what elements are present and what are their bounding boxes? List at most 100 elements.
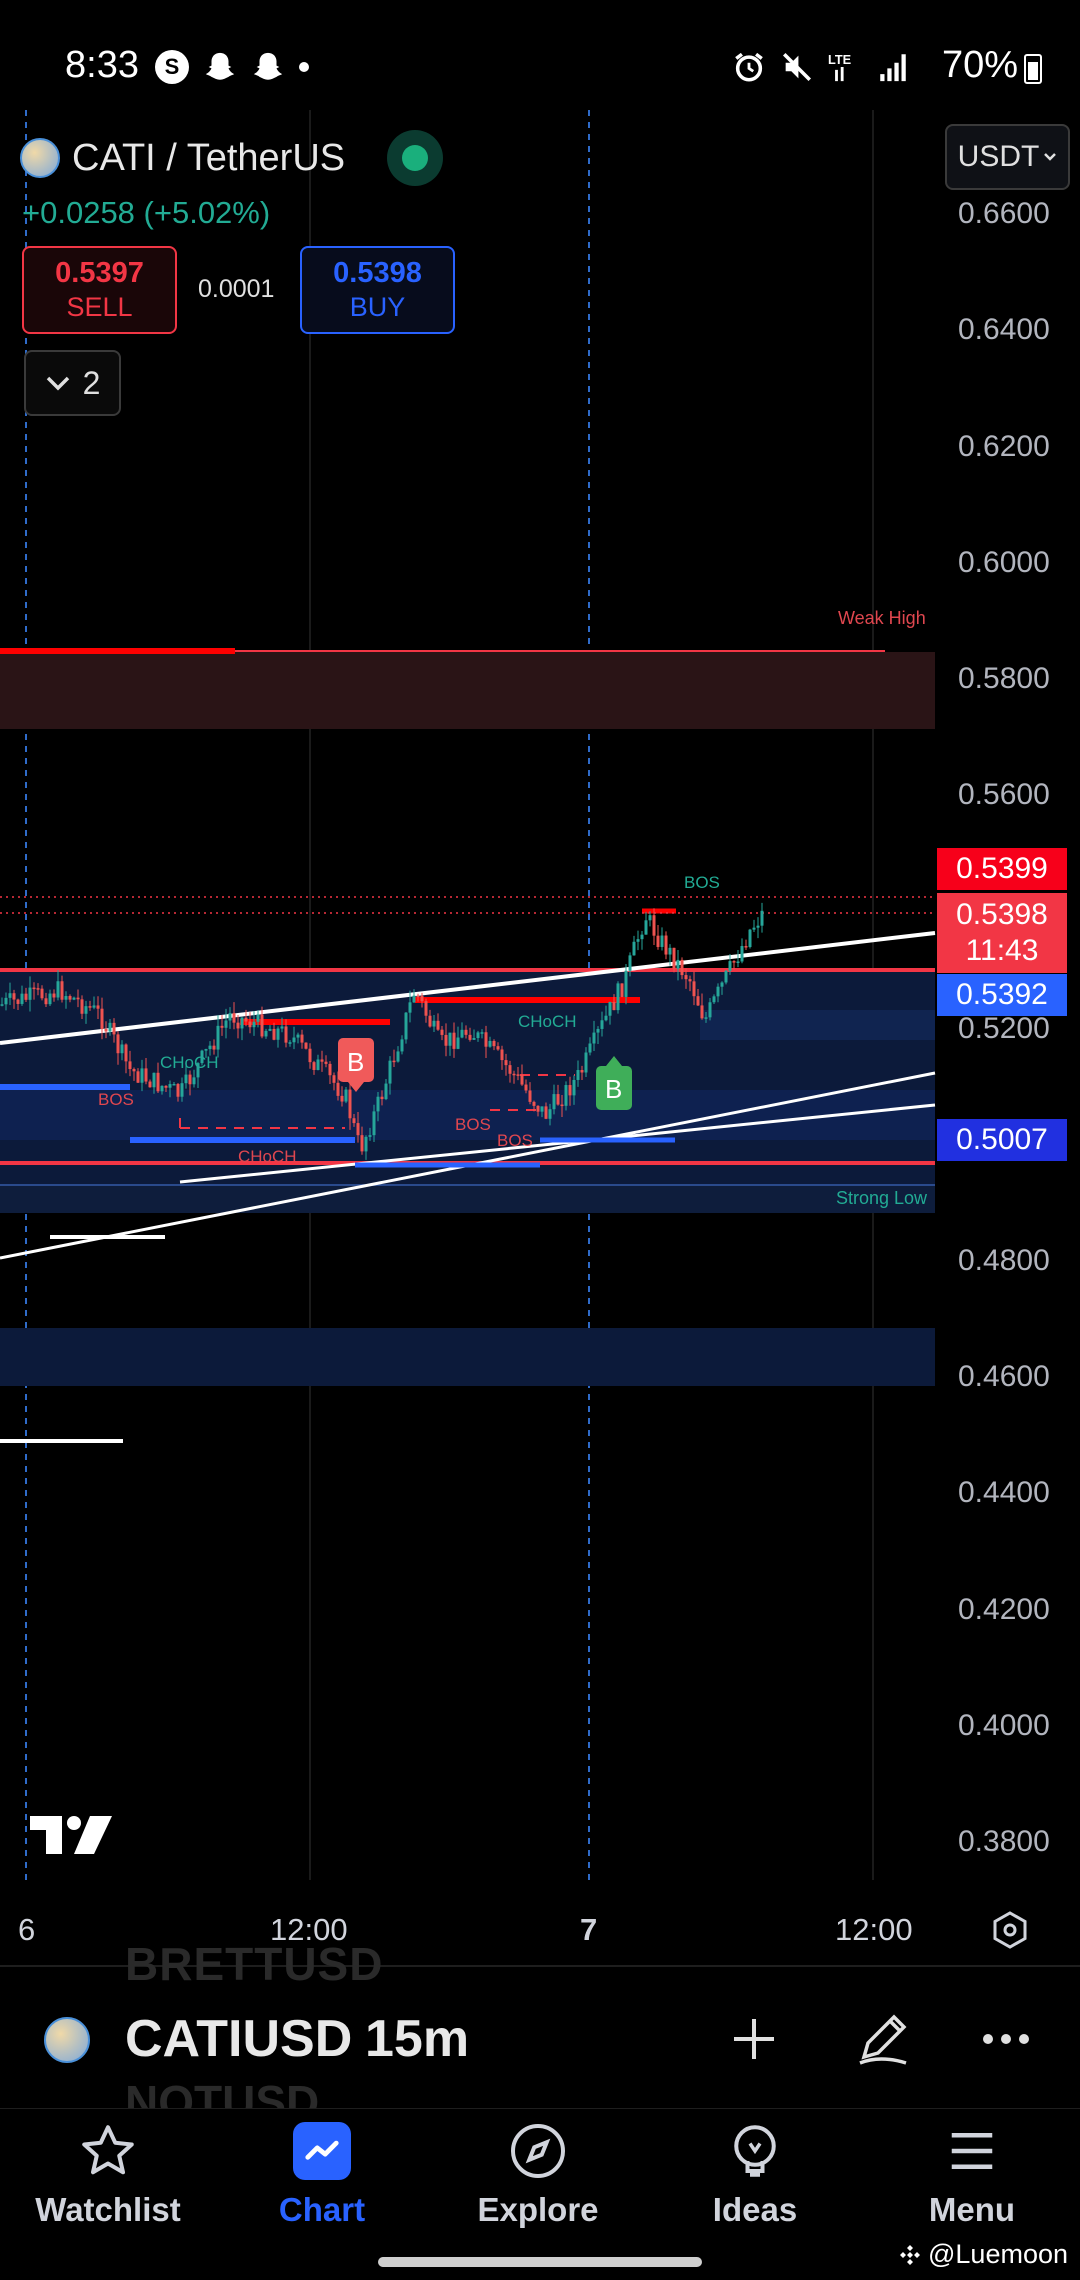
symbol-search-button[interactable]: CATIUSD (125, 2010, 353, 2068)
candle-body (316, 1059, 320, 1070)
price-tag-bid: 0.5392 (937, 974, 1067, 1016)
candle-body (688, 979, 692, 982)
system-icons: LTE (732, 50, 910, 84)
candle-body (436, 1020, 440, 1030)
candle-body (204, 1049, 208, 1051)
candle-body (492, 1040, 496, 1047)
candle-body (724, 970, 728, 983)
candle-body (672, 947, 676, 969)
time-axis-label: 12:00 (835, 1912, 913, 1947)
candle-body (96, 1005, 100, 1009)
candle-body (132, 1069, 136, 1072)
candle-body (352, 1118, 356, 1124)
strong-low-label: Strong Low (836, 1188, 928, 1208)
candle-body (464, 1029, 468, 1035)
candle-body (392, 1060, 396, 1063)
signal-icon (880, 54, 906, 82)
candle-body (196, 1063, 200, 1078)
price-tag-value: 0.5007 (956, 1123, 1048, 1156)
currency-selector[interactable]: USDT (945, 124, 1070, 190)
nav-ideas[interactable]: Ideas (655, 2119, 855, 2229)
candle-body (496, 1046, 500, 1050)
candle-body (272, 1028, 276, 1040)
buy-button[interactable]: 0.5398 BUY (300, 246, 455, 334)
choch-label: CHoCH (238, 1147, 297, 1166)
candle-body (256, 1014, 260, 1022)
candle-body (508, 1065, 512, 1074)
weak-high-label: Weak High (838, 608, 926, 628)
candle-body (92, 1005, 96, 1008)
sell-button[interactable]: 0.5397 SELL (22, 246, 177, 334)
candle-body (288, 1042, 292, 1044)
candle-body (120, 1044, 124, 1054)
more-options-icon[interactable] (974, 2007, 1038, 2071)
nav-chart[interactable]: Chart (222, 2119, 422, 2229)
candle-body (444, 1034, 448, 1046)
candle-body (728, 961, 732, 971)
candle-body (512, 1073, 516, 1076)
candle-body (452, 1032, 456, 1049)
sell-label: SELL (66, 292, 133, 322)
bos-label: BOS (684, 873, 720, 892)
trend-line (0, 931, 936, 1045)
demand-zone (0, 1090, 935, 1140)
signal-marker-green: B (596, 1056, 632, 1110)
drawing-tools-icon[interactable] (850, 2007, 914, 2071)
candle-body (76, 997, 80, 1000)
market-status-icon[interactable] (387, 130, 444, 186)
candle-body (168, 1084, 172, 1088)
nav-explore[interactable]: Explore (438, 2119, 638, 2229)
candle-body (148, 1081, 152, 1088)
candle-body (420, 995, 424, 1002)
mute-icon (782, 52, 812, 82)
symbol-name[interactable]: CATI / TetherUS (72, 136, 346, 179)
add-compare-icon[interactable] (722, 2007, 786, 2071)
nav-ideas-label: Ideas (712, 2191, 798, 2228)
chart-settings-icon[interactable] (990, 1910, 1030, 1950)
candle-body (116, 1034, 120, 1054)
price-axis-label: 0.4800 (958, 1244, 1050, 1277)
sell-price: 0.5397 (55, 257, 144, 289)
candle-body (248, 1021, 252, 1028)
choch-dashed (490, 1074, 575, 1111)
home-indicator[interactable] (378, 2257, 702, 2267)
candle-body (740, 946, 744, 962)
candle-body (232, 1013, 236, 1023)
symbol-header[interactable]: CATI / TetherUS (20, 130, 444, 186)
price-axis-label: 0.6600 (958, 197, 1050, 230)
candle-body (660, 935, 664, 947)
chart-icon-wrapper (290, 2119, 354, 2183)
price-chart[interactable]: Weak High Strong Low BOS CHoCH CHoCH BOS… (0, 110, 1080, 1970)
candle-body (84, 1006, 88, 1014)
price-axis-label: 0.6000 (958, 546, 1050, 579)
candle-body (472, 1037, 476, 1040)
candle-body (208, 1045, 212, 1050)
candle-body (692, 981, 696, 997)
candle-body (424, 1001, 428, 1016)
time-axis-label: 12:00 (270, 1912, 348, 1947)
price-tag-level: 0.5007 (937, 1119, 1067, 1161)
candle-body (624, 970, 628, 997)
candle-body (284, 1026, 288, 1043)
candle-body (376, 1096, 380, 1112)
candle-body (684, 975, 688, 980)
strong-low-zone (0, 1185, 935, 1213)
price-axis-label: 0.4000 (958, 1709, 1050, 1742)
candle-body (4, 997, 8, 1005)
candle-body (736, 961, 740, 963)
compass-icon (506, 2119, 570, 2183)
interval-selector[interactable]: 15m (365, 2010, 470, 2068)
adjacent-symbol-ghost: BRETTUSD (125, 1938, 384, 1990)
candle-body (176, 1084, 180, 1097)
indicators-toggle-button[interactable]: 2 (24, 350, 121, 416)
candle-body (644, 920, 648, 935)
candle-body (320, 1059, 324, 1062)
candle-body (364, 1136, 368, 1152)
hamburger-icon (940, 2119, 1004, 2183)
nav-menu[interactable]: Menu (872, 2119, 1072, 2229)
candle-body (108, 1022, 112, 1032)
candle-body (296, 1034, 300, 1038)
candle-body (636, 939, 640, 942)
nav-watchlist[interactable]: Watchlist (8, 2119, 208, 2229)
nav-watchlist-label: Watchlist (35, 2191, 181, 2228)
